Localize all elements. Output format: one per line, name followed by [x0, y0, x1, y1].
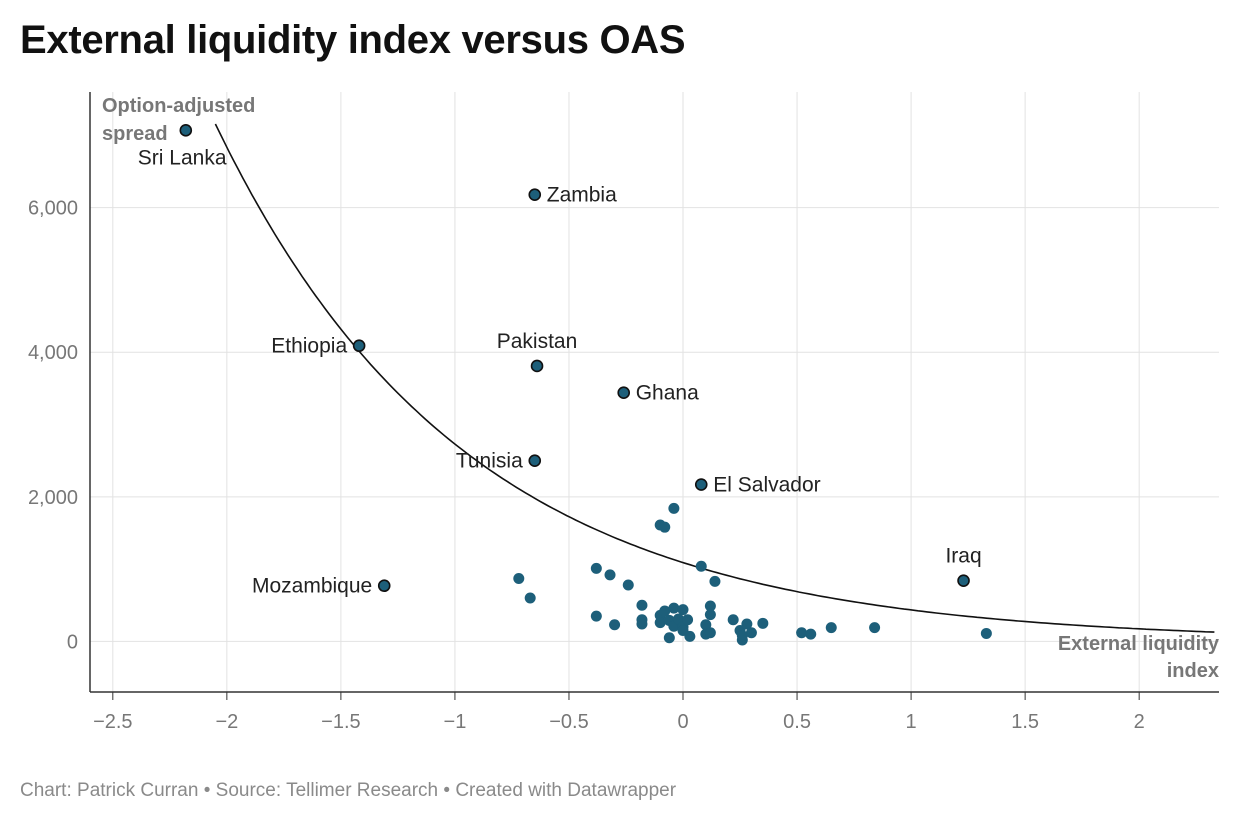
y-tick-label: 6,000 [28, 198, 78, 220]
point-label: Iraq [945, 545, 981, 568]
labeled-data-point [530, 359, 544, 373]
data-points [179, 124, 992, 646]
x-tick-label: −1 [444, 711, 467, 733]
data-point [695, 560, 707, 572]
data-point [677, 604, 689, 616]
labeled-data-point [179, 124, 193, 137]
data-point [745, 627, 757, 639]
labeled-data-point [694, 478, 708, 491]
axes: −2.5 −2 −1.5 −1 −0.5 0 0.5 1 1.5 2 0 2,000 4,000 6,00… [28, 92, 1219, 733]
y-tick-label: 0 [67, 631, 78, 653]
data-point [622, 579, 634, 591]
data-point [668, 502, 680, 514]
trendline [214, 123, 1215, 633]
data-point [704, 600, 716, 612]
data-point [700, 619, 712, 631]
data-point [663, 632, 675, 644]
x-tick-label: 0.5 [783, 711, 811, 733]
data-point [709, 575, 721, 587]
gridlines [90, 92, 1219, 692]
x-tick-label: −1.5 [321, 711, 360, 733]
chart-title: External liquidity index versus OAS [20, 18, 686, 62]
x-tick-label: 2 [1134, 711, 1145, 733]
x-tick-label: −0.5 [549, 711, 588, 733]
y-tick-label: 4,000 [28, 342, 78, 364]
data-point [604, 569, 616, 581]
data-point [513, 573, 525, 585]
x-tick-label: −2 [215, 711, 238, 733]
point-label: Mozambique [252, 575, 372, 598]
point-label: Ethiopia [271, 335, 347, 358]
trend-curve [214, 123, 1215, 633]
data-point [659, 521, 671, 533]
data-point [727, 614, 739, 626]
data-point [654, 617, 666, 629]
data-point [704, 609, 716, 621]
data-point [980, 627, 992, 639]
point-label: Sri Lanka [138, 146, 227, 169]
data-point [825, 622, 837, 634]
y-tick-label: 2,000 [28, 487, 78, 509]
data-point [672, 613, 684, 625]
data-point [704, 627, 716, 639]
data-point [682, 614, 694, 626]
data-point [659, 605, 671, 617]
point-label: Pakistan [497, 330, 578, 353]
y-axis-title: spread [102, 123, 168, 145]
data-point [796, 627, 808, 639]
labeled-data-point [528, 188, 542, 201]
point-label: Ghana [636, 382, 699, 405]
point-label: Tunisia [456, 450, 523, 473]
y-axis-title: Option-adjusted [102, 95, 255, 117]
point-label: Zambia [547, 184, 617, 207]
data-point [805, 628, 817, 640]
chart-credit: Chart: Patrick Curran • Source: Tellimer… [20, 780, 677, 801]
x-axis-title: index [1167, 660, 1219, 682]
data-point [524, 592, 536, 604]
x-tick-label: 1 [906, 711, 917, 733]
data-point [636, 599, 648, 611]
data-point [609, 619, 621, 631]
x-tick-label: 0 [677, 711, 688, 733]
data-point [869, 622, 881, 634]
x-tick-label: 1.5 [1011, 711, 1039, 733]
point-label: El Salvador [713, 474, 820, 497]
labeled-data-point [528, 454, 542, 467]
data-point [668, 602, 680, 614]
data-point [590, 562, 602, 574]
point-labels: Sri Lanka Zambia Ethiopia Pakistan Ghana Tuni… [138, 146, 982, 597]
data-point [590, 610, 602, 622]
x-tick-label: −2.5 [93, 711, 132, 733]
data-point [636, 618, 648, 630]
labeled-data-point [957, 574, 970, 587]
data-point [736, 630, 748, 642]
labeled-data-point [377, 579, 391, 593]
x-axis-title: External liquidity [1058, 633, 1220, 655]
labeled-data-point [617, 386, 631, 400]
data-point [684, 630, 696, 642]
labeled-data-point [352, 339, 366, 353]
data-point [757, 617, 769, 629]
data-point [741, 618, 753, 630]
